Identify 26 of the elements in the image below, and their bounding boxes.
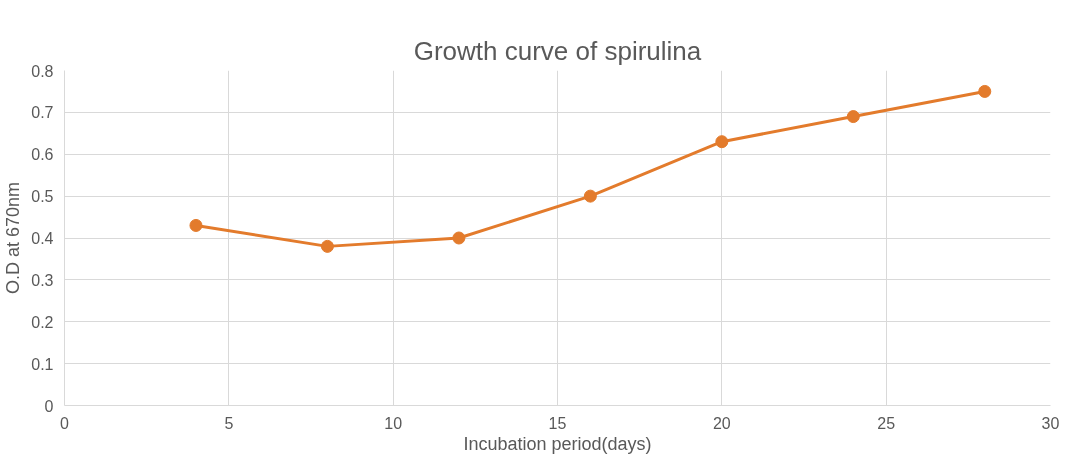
y-tick-label: 0.6 — [31, 146, 54, 164]
point — [846, 110, 860, 124]
x-tick-label: 10 — [384, 414, 403, 432]
y-tick-label: 0.5 — [31, 188, 54, 206]
x-tick-label: 0 — [60, 414, 70, 432]
y-tick-label: 0.2 — [31, 313, 54, 331]
point — [715, 135, 729, 149]
y-tick-label: 0.4 — [31, 230, 54, 247]
y-tick-label: 0 — [44, 397, 54, 415]
x-axis-title: Incubation period(days) — [463, 433, 652, 454]
point — [583, 189, 597, 203]
y-tick-label: 0.3 — [31, 271, 54, 289]
point — [452, 231, 466, 245]
y-tick-label: 0.8 — [31, 62, 54, 80]
x-tick-label: 20 — [712, 414, 731, 432]
chart-title: Growth curve of spirulina — [413, 35, 702, 66]
y-axis-title: O.D at 670nm — [3, 181, 24, 295]
y-tick-label: 0.1 — [31, 355, 54, 373]
x-tick-label: 30 — [1041, 414, 1060, 432]
point — [189, 218, 203, 232]
point — [978, 84, 992, 98]
x-tick-label: 25 — [877, 414, 896, 432]
y-tick-label: 0.7 — [31, 104, 54, 122]
x-tick-label: 5 — [224, 414, 234, 432]
point — [320, 239, 334, 253]
x-tick-label: 15 — [548, 414, 567, 432]
